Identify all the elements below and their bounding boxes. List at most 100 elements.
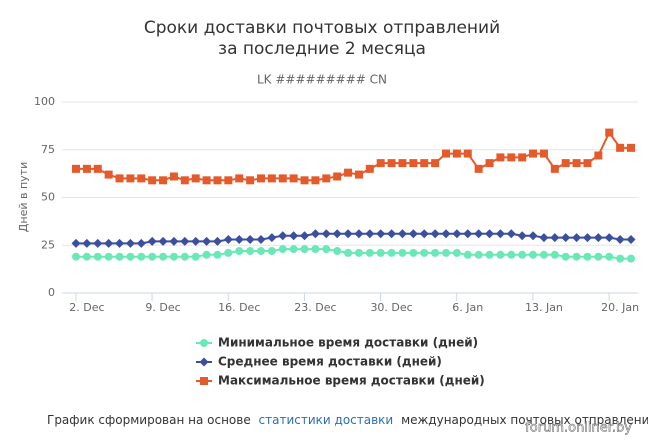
- point: [104, 252, 113, 261]
- point: [572, 159, 581, 168]
- point: [354, 170, 363, 179]
- point: [93, 252, 102, 261]
- point: [104, 170, 113, 179]
- point: [213, 176, 222, 185]
- point: [148, 176, 157, 185]
- point: [419, 229, 429, 239]
- point: [376, 229, 386, 239]
- point: [115, 238, 125, 248]
- point: [180, 236, 190, 246]
- y-tick-label: 100: [34, 95, 55, 108]
- point: [267, 174, 276, 183]
- point: [82, 164, 91, 173]
- point: [431, 159, 440, 168]
- point: [398, 248, 407, 257]
- point: [115, 252, 124, 261]
- chart-title: за последние 2 месяца: [218, 39, 426, 59]
- footer-link[interactable]: статистики доставки: [259, 413, 394, 427]
- point: [147, 236, 157, 246]
- point: [224, 248, 233, 257]
- point: [442, 248, 450, 257]
- point: [627, 143, 635, 152]
- point: [572, 252, 581, 261]
- point: [615, 235, 625, 245]
- point: [594, 151, 603, 160]
- point: [398, 159, 407, 168]
- point: [104, 238, 114, 248]
- point: [506, 229, 516, 239]
- point: [539, 250, 548, 259]
- point: [409, 159, 418, 168]
- point: [212, 236, 222, 246]
- point: [420, 159, 429, 168]
- point: [539, 149, 548, 158]
- point: [594, 252, 603, 261]
- point: [485, 250, 494, 259]
- point: [267, 233, 277, 243]
- point: [507, 250, 516, 259]
- y-axis-label: Дней в пути: [17, 162, 30, 232]
- point: [474, 164, 483, 173]
- point: [191, 252, 200, 261]
- series-line: [76, 248, 631, 260]
- point: [485, 159, 494, 168]
- point: [71, 238, 81, 248]
- point: [365, 164, 374, 173]
- legend-symbol: [200, 377, 208, 385]
- point: [528, 231, 538, 241]
- point: [267, 246, 276, 255]
- point: [561, 159, 570, 168]
- point: [93, 164, 102, 173]
- point: [137, 252, 146, 261]
- legend-symbol: [199, 357, 209, 367]
- legend-label: Среднее время доставки (дней): [218, 355, 442, 369]
- point: [387, 229, 397, 239]
- point: [333, 246, 342, 255]
- point: [202, 236, 212, 246]
- point: [387, 159, 396, 168]
- point: [125, 238, 135, 248]
- point: [126, 174, 135, 183]
- point: [354, 229, 364, 239]
- point: [365, 229, 375, 239]
- point: [310, 229, 320, 239]
- point: [561, 233, 571, 243]
- point: [583, 159, 592, 168]
- point: [583, 252, 592, 261]
- point: [115, 174, 124, 183]
- y-tick-label: 50: [41, 191, 55, 204]
- point: [169, 252, 178, 261]
- point: [409, 248, 418, 257]
- point: [408, 229, 418, 239]
- point: [234, 235, 244, 245]
- point: [278, 174, 287, 183]
- point: [180, 252, 189, 261]
- point: [605, 252, 614, 261]
- legend-label: Минимальное время доставки (дней): [218, 336, 478, 350]
- point: [452, 229, 462, 239]
- point: [300, 176, 309, 185]
- point: [158, 236, 168, 246]
- point: [430, 229, 440, 239]
- point: [572, 233, 582, 243]
- point: [463, 149, 472, 158]
- point: [300, 231, 310, 241]
- point: [550, 233, 560, 243]
- point: [93, 238, 103, 248]
- point: [202, 176, 211, 185]
- point: [441, 229, 451, 239]
- point: [397, 229, 407, 239]
- point: [344, 168, 353, 177]
- point: [463, 229, 473, 239]
- point: [235, 246, 244, 255]
- point: [518, 153, 527, 162]
- x-tick-label: 20. Jan: [601, 301, 639, 314]
- x-tick-label: 9. Dec: [145, 301, 180, 314]
- point: [169, 236, 179, 246]
- point: [463, 250, 472, 259]
- x-tick-label: 16. Dec: [218, 301, 260, 314]
- point: [452, 248, 461, 257]
- point: [507, 153, 516, 162]
- point: [148, 252, 157, 261]
